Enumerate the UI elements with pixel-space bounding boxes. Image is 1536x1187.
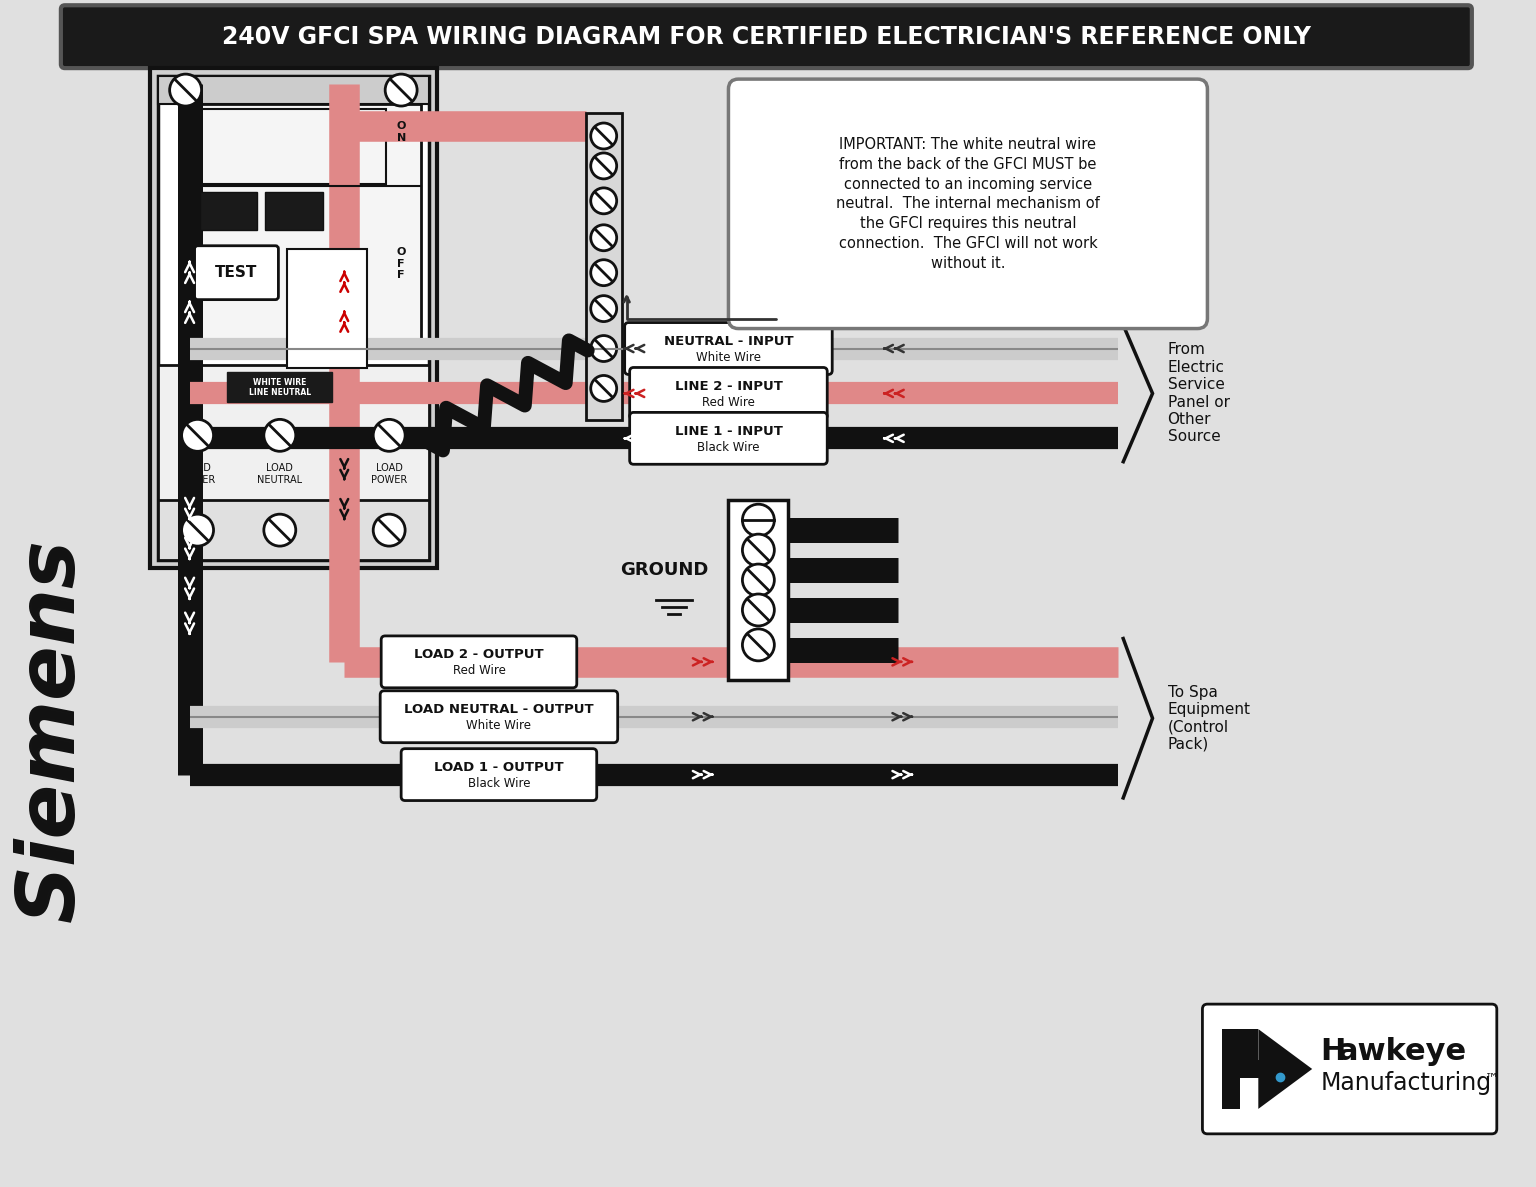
Text: Siemens: Siemens (12, 538, 91, 921)
Circle shape (591, 188, 616, 214)
Text: H: H (1319, 1037, 1346, 1066)
Circle shape (591, 336, 616, 362)
Circle shape (742, 534, 774, 566)
FancyBboxPatch shape (630, 368, 828, 419)
Text: ™: ™ (1485, 1071, 1499, 1085)
Circle shape (386, 74, 418, 106)
Text: 240V GFCI SPA WIRING DIAGRAM FOR CERTIFIED ELECTRICIAN'S REFERENCE ONLY: 240V GFCI SPA WIRING DIAGRAM FOR CERTIFI… (221, 25, 1310, 49)
Bar (192, 109, 386, 184)
FancyBboxPatch shape (728, 80, 1207, 329)
Bar (728, 500, 788, 680)
Text: LINE 1 - INPUT: LINE 1 - INPUT (674, 425, 782, 438)
Text: LOAD 1 - OUTPUT: LOAD 1 - OUTPUT (435, 761, 564, 774)
Text: O
F
F: O F F (396, 247, 406, 280)
Bar (585, 113, 622, 420)
Text: LINE 2 - INPUT: LINE 2 - INPUT (674, 380, 782, 393)
Circle shape (264, 419, 296, 451)
Text: O
N: O N (396, 121, 406, 142)
Bar (1223, 1060, 1270, 1078)
Circle shape (591, 296, 616, 322)
FancyBboxPatch shape (381, 636, 576, 687)
Text: White Wire: White Wire (467, 719, 531, 732)
Text: Red Wire: Red Wire (702, 396, 754, 408)
Text: From
Electric
Service
Panel or
Other
Source: From Electric Service Panel or Other Sou… (1167, 342, 1229, 444)
Text: LOAD NEUTRAL - OUTPUT: LOAD NEUTRAL - OUTPUT (404, 703, 594, 716)
Bar (1241, 1029, 1258, 1078)
Circle shape (742, 594, 774, 626)
Circle shape (169, 74, 201, 106)
Text: IMPORTANT: The white neutral wire
from the back of the GFCI MUST be
connected to: IMPORTANT: The white neutral wire from t… (836, 137, 1100, 271)
Circle shape (742, 564, 774, 596)
Text: LOAD 2 - OUTPUT: LOAD 2 - OUTPUT (415, 648, 544, 661)
Bar (158, 366, 429, 506)
Text: WHITE WIRE
LINE NEUTRAL: WHITE WIRE LINE NEUTRAL (249, 377, 310, 398)
Text: LOAD
NEUTRAL: LOAD NEUTRAL (257, 463, 303, 484)
Bar (149, 68, 438, 569)
Text: NEUTRAL - INPUT: NEUTRAL - INPUT (664, 335, 793, 348)
Bar (200, 192, 258, 230)
Bar (287, 249, 367, 368)
Circle shape (181, 514, 214, 546)
Text: Black Wire: Black Wire (697, 440, 760, 453)
FancyBboxPatch shape (401, 749, 596, 800)
Bar (187, 104, 421, 356)
Circle shape (591, 375, 616, 401)
Circle shape (264, 514, 296, 546)
Bar (158, 76, 429, 104)
FancyBboxPatch shape (1203, 1004, 1496, 1134)
Text: LOAD
POWER: LOAD POWER (372, 463, 407, 484)
Circle shape (591, 153, 616, 179)
Text: TEST: TEST (215, 265, 258, 280)
Bar (266, 192, 323, 230)
Circle shape (742, 629, 774, 661)
Bar (158, 76, 429, 560)
FancyBboxPatch shape (630, 412, 828, 464)
Text: White Wire: White Wire (696, 351, 760, 364)
Text: GROUND: GROUND (621, 561, 708, 579)
Polygon shape (1258, 1029, 1312, 1109)
Circle shape (373, 419, 406, 451)
Circle shape (181, 419, 214, 451)
FancyBboxPatch shape (381, 691, 617, 743)
Bar (227, 373, 332, 402)
Text: Manufacturing: Manufacturing (1319, 1071, 1491, 1094)
Circle shape (742, 504, 774, 537)
FancyBboxPatch shape (625, 323, 833, 374)
Circle shape (373, 514, 406, 546)
Circle shape (591, 123, 616, 148)
Text: Black Wire: Black Wire (467, 777, 530, 791)
Circle shape (591, 260, 616, 286)
Bar (1223, 1029, 1241, 1109)
Text: To Spa
Equipment
(Control
Pack): To Spa Equipment (Control Pack) (1167, 685, 1250, 751)
FancyBboxPatch shape (61, 5, 1471, 68)
Text: Red Wire: Red Wire (453, 665, 505, 678)
Text: awkeye: awkeye (1338, 1037, 1467, 1066)
Text: LOAD
POWER: LOAD POWER (180, 463, 215, 484)
FancyBboxPatch shape (195, 246, 278, 299)
Circle shape (591, 224, 616, 250)
Bar (158, 500, 429, 560)
